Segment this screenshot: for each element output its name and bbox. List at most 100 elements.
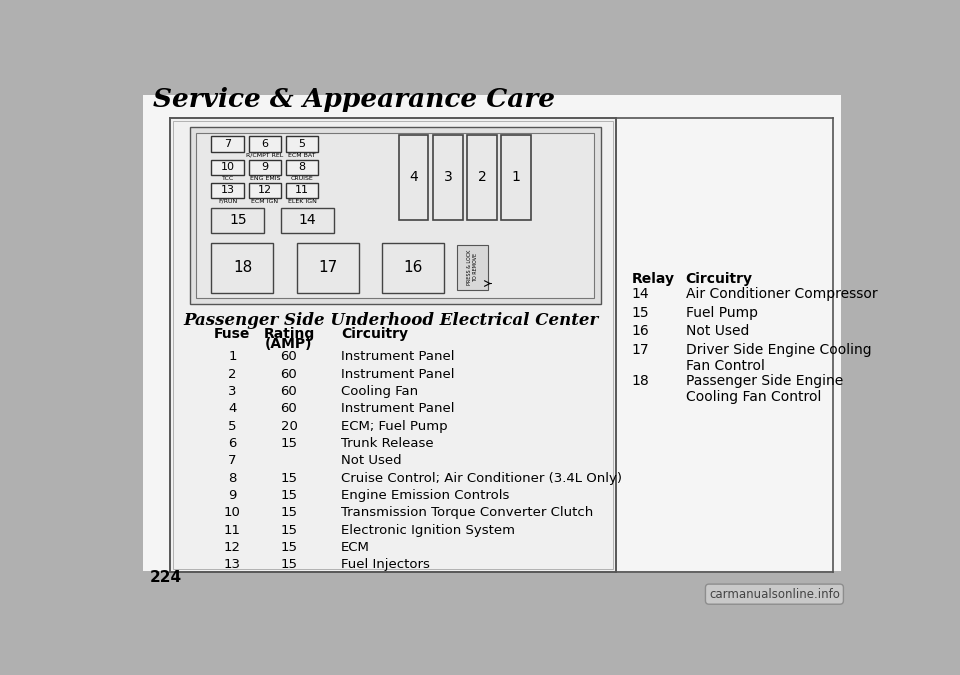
- Text: 9: 9: [228, 489, 236, 502]
- Text: Not Used: Not Used: [685, 324, 749, 338]
- Text: 224: 224: [150, 570, 181, 585]
- Bar: [281, 208, 334, 233]
- Text: 15: 15: [229, 213, 247, 227]
- Text: Not Used: Not Used: [341, 454, 401, 468]
- Text: 60: 60: [280, 350, 298, 364]
- Bar: [501, 135, 531, 219]
- Text: 8: 8: [299, 162, 305, 172]
- Text: 15: 15: [280, 506, 298, 520]
- Text: Engine Emission Controls: Engine Emission Controls: [341, 489, 509, 502]
- Text: 12: 12: [258, 186, 272, 195]
- Bar: [211, 243, 274, 293]
- Text: 13: 13: [224, 558, 241, 572]
- Text: 12: 12: [224, 541, 241, 554]
- Bar: [211, 136, 244, 152]
- Text: (AMP): (AMP): [265, 338, 313, 352]
- Bar: [249, 183, 281, 198]
- Text: 11: 11: [224, 524, 241, 537]
- Text: 4: 4: [409, 170, 419, 184]
- Text: 16: 16: [403, 261, 422, 275]
- Text: 15: 15: [280, 524, 298, 537]
- Text: Trunk Release: Trunk Release: [341, 437, 434, 450]
- Bar: [190, 127, 601, 304]
- Text: 4: 4: [228, 402, 236, 416]
- Text: 15: 15: [280, 472, 298, 485]
- Text: carmanualsonline.info: carmanualsonline.info: [709, 588, 840, 601]
- Text: 5: 5: [299, 139, 305, 149]
- Bar: [211, 183, 244, 198]
- Text: Instrument Panel: Instrument Panel: [341, 402, 454, 416]
- Text: Circuitry: Circuitry: [685, 272, 753, 286]
- Bar: [249, 159, 281, 175]
- Text: 16: 16: [632, 324, 649, 338]
- Text: 14: 14: [299, 213, 317, 227]
- Text: 15: 15: [632, 306, 649, 320]
- Text: Passenger Side Underhood Electrical Center: Passenger Side Underhood Electrical Cent…: [183, 312, 599, 329]
- Text: 8: 8: [228, 472, 236, 485]
- Bar: [297, 243, 359, 293]
- Text: Fuel Injectors: Fuel Injectors: [341, 558, 430, 572]
- Text: Cooling Fan: Cooling Fan: [341, 385, 418, 398]
- Bar: [286, 183, 319, 198]
- Text: ECM; Fuel Pump: ECM; Fuel Pump: [341, 420, 447, 433]
- Text: 18: 18: [632, 373, 649, 387]
- Bar: [211, 208, 264, 233]
- Text: 17: 17: [632, 343, 649, 357]
- Text: 18: 18: [233, 261, 252, 275]
- Text: F/RUN: F/RUN: [218, 199, 237, 204]
- Text: 14: 14: [632, 288, 649, 301]
- Text: 60: 60: [280, 368, 298, 381]
- Text: 60: 60: [280, 385, 298, 398]
- Text: ECM BAT: ECM BAT: [288, 153, 316, 157]
- Text: 11: 11: [295, 186, 309, 195]
- Text: Fuse: Fuse: [214, 327, 251, 342]
- Bar: [457, 245, 488, 290]
- Text: Rating: Rating: [263, 327, 315, 342]
- Text: 6: 6: [228, 437, 236, 450]
- Text: Circuitry: Circuitry: [341, 327, 408, 342]
- Text: Relay: Relay: [632, 272, 675, 286]
- Bar: [249, 136, 281, 152]
- Text: Fuel Pump: Fuel Pump: [685, 306, 757, 320]
- Text: TCC: TCC: [222, 176, 234, 181]
- Text: ENG EMIS: ENG EMIS: [250, 176, 280, 181]
- Text: Electronic Ignition System: Electronic Ignition System: [341, 524, 515, 537]
- Bar: [286, 159, 319, 175]
- Text: ECM: ECM: [341, 541, 370, 554]
- Text: 15: 15: [280, 558, 298, 572]
- Bar: [468, 135, 496, 219]
- Text: 1: 1: [512, 170, 520, 184]
- Bar: [286, 136, 319, 152]
- Text: Transmission Torque Converter Clutch: Transmission Torque Converter Clutch: [341, 506, 593, 520]
- Text: CRUISE: CRUISE: [291, 176, 314, 181]
- Text: 2: 2: [228, 368, 236, 381]
- Text: 1: 1: [228, 350, 236, 364]
- Text: 2: 2: [477, 170, 487, 184]
- Text: 15: 15: [280, 489, 298, 502]
- Text: 3: 3: [444, 170, 452, 184]
- Text: 17: 17: [318, 261, 337, 275]
- Text: 15: 15: [280, 541, 298, 554]
- Text: PRESS & LOCK
TO REMOVE: PRESS & LOCK TO REMOVE: [468, 250, 478, 285]
- Text: Passenger Side Engine
Cooling Fan Control: Passenger Side Engine Cooling Fan Contro…: [685, 373, 843, 404]
- Text: 7: 7: [228, 454, 236, 468]
- Bar: [174, 121, 612, 569]
- Text: 6: 6: [261, 139, 269, 149]
- Text: ECM IGN: ECM IGN: [252, 199, 278, 204]
- Text: 9: 9: [261, 162, 269, 172]
- Text: Air Conditioner Compressor: Air Conditioner Compressor: [685, 288, 877, 301]
- Text: 20: 20: [280, 420, 298, 433]
- Bar: [433, 135, 463, 219]
- Text: 15: 15: [280, 437, 298, 450]
- Text: 5: 5: [228, 420, 236, 433]
- Text: 10: 10: [224, 506, 241, 520]
- Text: ELEK IGN: ELEK IGN: [288, 199, 317, 204]
- Text: Driver Side Engine Cooling
Fan Control: Driver Side Engine Cooling Fan Control: [685, 343, 872, 373]
- Text: 60: 60: [280, 402, 298, 416]
- Bar: [170, 118, 616, 572]
- Text: 10: 10: [221, 162, 235, 172]
- Text: R/CMPT REL: R/CMPT REL: [247, 153, 283, 157]
- Bar: [196, 134, 594, 298]
- Text: 7: 7: [225, 139, 231, 149]
- Bar: [399, 135, 428, 219]
